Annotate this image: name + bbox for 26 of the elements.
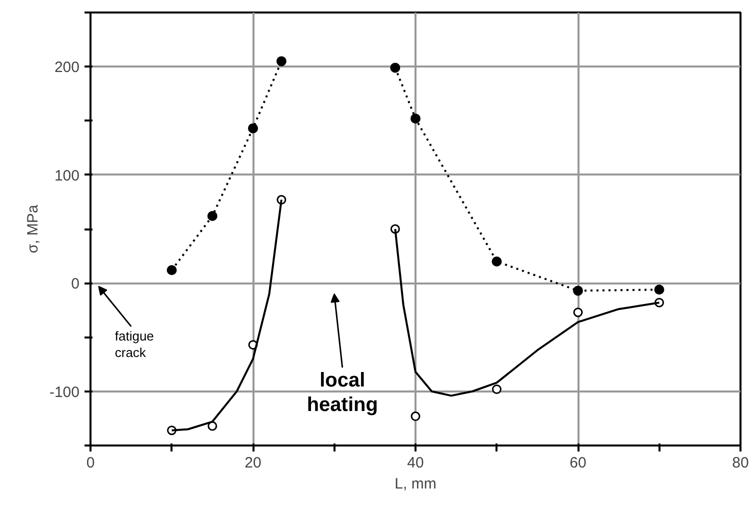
point xyxy=(390,62,400,73)
point xyxy=(276,56,286,66)
y-tick-label: 0 xyxy=(71,276,80,293)
point xyxy=(208,421,218,431)
y-tick-label: 100 xyxy=(54,167,80,184)
y-tick-label: -100 xyxy=(49,384,80,401)
point xyxy=(166,265,177,276)
point xyxy=(492,256,502,266)
point xyxy=(654,284,664,295)
x-tick-label: 40 xyxy=(407,454,424,472)
x-tick-label: 0 xyxy=(86,454,95,472)
point xyxy=(410,412,420,422)
y-axis-title: σ, MPa xyxy=(24,204,42,254)
annotation: fatigue crack xyxy=(114,328,154,360)
y-tick-label: 200 xyxy=(54,59,80,76)
point xyxy=(573,308,583,318)
x-tick-label: 20 xyxy=(244,454,262,472)
point xyxy=(492,384,502,394)
point xyxy=(410,114,420,124)
x-tick-label: 60 xyxy=(570,454,586,472)
annotation: local heating xyxy=(306,370,378,416)
point xyxy=(248,123,258,134)
point xyxy=(573,286,583,296)
point xyxy=(207,211,218,221)
x-tick-label: 80 xyxy=(732,454,749,472)
x-axis-title: L, mm xyxy=(394,476,436,492)
